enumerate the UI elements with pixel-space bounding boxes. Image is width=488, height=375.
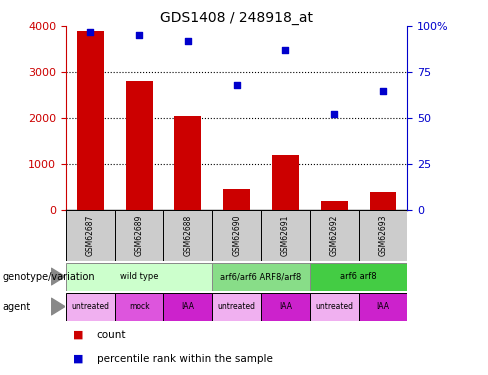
- Text: IAA: IAA: [377, 302, 389, 311]
- Text: GSM62689: GSM62689: [135, 214, 143, 256]
- Text: mock: mock: [129, 302, 149, 311]
- Bar: [175, 116, 201, 210]
- Bar: [369, 192, 396, 210]
- Point: [135, 33, 143, 39]
- Bar: [359, 292, 407, 321]
- Bar: [126, 81, 152, 210]
- Text: GSM62693: GSM62693: [379, 214, 387, 256]
- Bar: [261, 292, 310, 321]
- Bar: [310, 262, 407, 291]
- Bar: [77, 31, 104, 210]
- Text: genotype/variation: genotype/variation: [2, 272, 95, 282]
- Bar: [212, 292, 261, 321]
- Text: IAA: IAA: [182, 302, 194, 311]
- Text: arf6/arf6 ARF8/arf8: arf6/arf6 ARF8/arf8: [221, 272, 302, 281]
- Text: GSM62692: GSM62692: [330, 214, 339, 256]
- Polygon shape: [51, 298, 65, 315]
- Text: ■: ■: [73, 354, 83, 364]
- Text: GSM62690: GSM62690: [232, 214, 241, 256]
- Polygon shape: [51, 268, 65, 285]
- Text: wild type: wild type: [120, 272, 158, 281]
- Bar: [310, 292, 359, 321]
- Text: arf6 arf8: arf6 arf8: [340, 272, 377, 281]
- Text: GSM62688: GSM62688: [183, 214, 192, 256]
- Text: IAA: IAA: [279, 302, 292, 311]
- Bar: [66, 210, 115, 261]
- Bar: [272, 155, 299, 210]
- Text: percentile rank within the sample: percentile rank within the sample: [97, 354, 272, 364]
- Title: GDS1408 / 248918_at: GDS1408 / 248918_at: [160, 11, 313, 25]
- Bar: [321, 201, 347, 210]
- Point: [184, 38, 192, 44]
- Bar: [359, 210, 407, 261]
- Point: [379, 88, 387, 94]
- Bar: [163, 210, 212, 261]
- Bar: [212, 262, 310, 291]
- Text: untreated: untreated: [218, 302, 256, 311]
- Text: untreated: untreated: [315, 302, 353, 311]
- Text: agent: agent: [2, 302, 31, 312]
- Bar: [212, 210, 261, 261]
- Point: [330, 111, 338, 117]
- Text: GSM62691: GSM62691: [281, 214, 290, 256]
- Bar: [163, 292, 212, 321]
- Point: [282, 47, 289, 53]
- Bar: [115, 292, 163, 321]
- Bar: [66, 292, 115, 321]
- Point: [233, 82, 241, 88]
- Point: [86, 29, 94, 35]
- Text: untreated: untreated: [71, 302, 109, 311]
- Bar: [261, 210, 310, 261]
- Text: count: count: [97, 330, 126, 340]
- Bar: [66, 262, 212, 291]
- Text: ■: ■: [73, 330, 83, 340]
- Bar: [224, 189, 250, 210]
- Bar: [310, 210, 359, 261]
- Bar: [115, 210, 163, 261]
- Text: GSM62687: GSM62687: [86, 214, 95, 256]
